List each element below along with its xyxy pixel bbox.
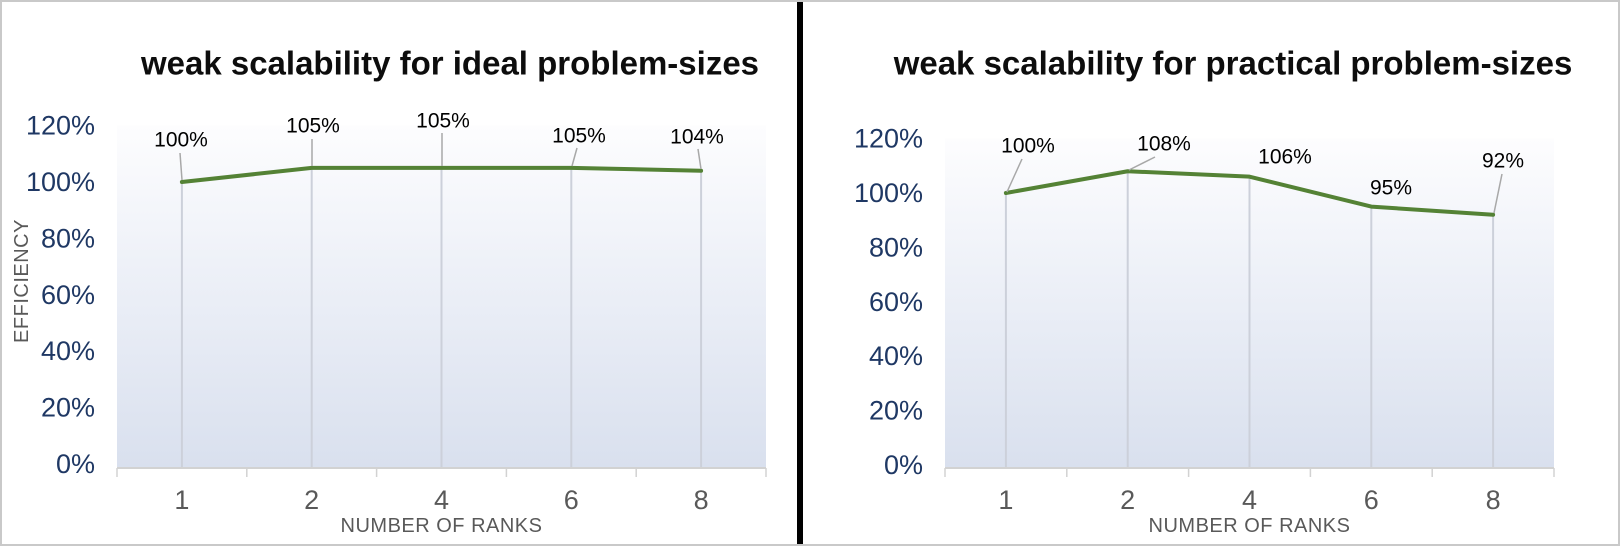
data-label: 104% — [670, 126, 724, 149]
x-tick-label: 8 — [1486, 485, 1501, 515]
leader-line — [179, 152, 183, 181]
chart-title: weak scalability for ideal problem-sizes — [140, 45, 759, 82]
data-label: 106% — [1258, 146, 1312, 169]
y-tick-label: 60% — [869, 287, 923, 317]
y-tick-label: 0% — [884, 450, 923, 480]
x-tick-label: 8 — [694, 485, 709, 515]
series-line — [1003, 169, 1496, 217]
x-tick-label: 2 — [304, 485, 319, 515]
y-tick-label: 60% — [41, 280, 95, 310]
chart-weak-scalability-practical: weak scalability for practical problem-s… — [854, 45, 1573, 538]
leader-line — [571, 147, 578, 167]
x-tick-label: 1 — [174, 485, 189, 515]
x-tick-label: 6 — [1364, 485, 1379, 515]
data-label: 100% — [154, 129, 208, 152]
leader-line — [1493, 173, 1503, 214]
data-label: 92% — [1482, 150, 1524, 173]
leader-line — [697, 148, 702, 170]
y-tick-label: 120% — [26, 111, 95, 141]
x-axis-title: NUMBER OF RANKS — [1149, 515, 1351, 537]
leader-line — [1128, 156, 1156, 171]
y-tick-label: 40% — [41, 336, 95, 366]
x-tick-label: 6 — [564, 485, 579, 515]
x-tick-label: 2 — [1120, 485, 1135, 515]
y-tick-label: 80% — [41, 223, 95, 253]
x-tick-label: 1 — [998, 485, 1013, 515]
chart-weak-scalability-ideal: weak scalability for ideal problem-sizes… — [11, 45, 767, 537]
x-axis-title: NUMBER OF RANKS — [341, 515, 543, 537]
data-label: 105% — [416, 110, 470, 133]
data-label: 95% — [1370, 177, 1412, 200]
data-label: 105% — [286, 115, 340, 138]
data-label: 108% — [1137, 133, 1191, 156]
panel-divider — [797, 2, 803, 544]
y-tick-label: 100% — [854, 178, 923, 208]
chart-title: weak scalability for practical problem-s… — [893, 45, 1573, 82]
y-tick-label: 0% — [56, 449, 95, 479]
leader-line — [1006, 158, 1023, 193]
y-tick-label: 100% — [26, 167, 95, 197]
y-axis-title: EFFICIENCY — [11, 219, 33, 343]
y-tick-label: 20% — [41, 393, 95, 423]
data-label: 105% — [552, 125, 606, 148]
series-line — [179, 165, 704, 184]
data-label: 100% — [1001, 135, 1055, 158]
y-tick-label: 20% — [869, 396, 923, 426]
y-tick-label: 80% — [869, 232, 923, 262]
x-tick-label: 4 — [1242, 485, 1257, 515]
x-tick-label: 4 — [434, 485, 449, 515]
y-tick-label: 40% — [869, 341, 923, 371]
y-tick-label: 120% — [854, 124, 923, 154]
